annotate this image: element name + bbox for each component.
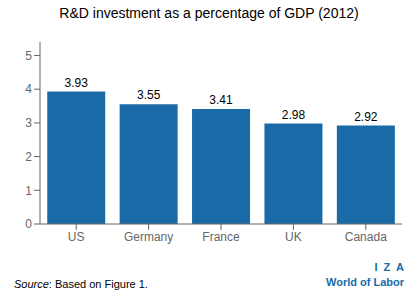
svg-text:0: 0	[25, 217, 32, 231]
html-text:I Z A: I Z A	[374, 261, 404, 273]
svg-text:3.55: 3.55	[137, 88, 161, 102]
svg-text:Germany: Germany	[124, 230, 173, 244]
svg-text:3: 3	[25, 116, 32, 130]
svg-text:2: 2	[25, 150, 32, 164]
html-text:R&D investment as a percentage: R&D investment as a percentage of GDP (2…	[59, 5, 359, 21]
svg-text:4: 4	[25, 82, 32, 96]
svg-text:1: 1	[25, 184, 32, 198]
svg-text:US: US	[68, 230, 85, 244]
svg-text:2.98: 2.98	[282, 108, 306, 122]
svg-text:France: France	[202, 230, 240, 244]
svg-text:5: 5	[25, 49, 32, 63]
svg-text:UK: UK	[285, 230, 302, 244]
svg-text:3.93: 3.93	[65, 76, 89, 90]
svg-text:Canada: Canada	[345, 230, 387, 244]
html-text:Source: Based on Figure 1.: Source: Based on Figure 1.	[14, 278, 148, 290]
html-text:World of Labor: World of Labor	[326, 276, 404, 288]
svg-text:2.92: 2.92	[354, 110, 378, 124]
svg-text:3.41: 3.41	[209, 93, 233, 107]
